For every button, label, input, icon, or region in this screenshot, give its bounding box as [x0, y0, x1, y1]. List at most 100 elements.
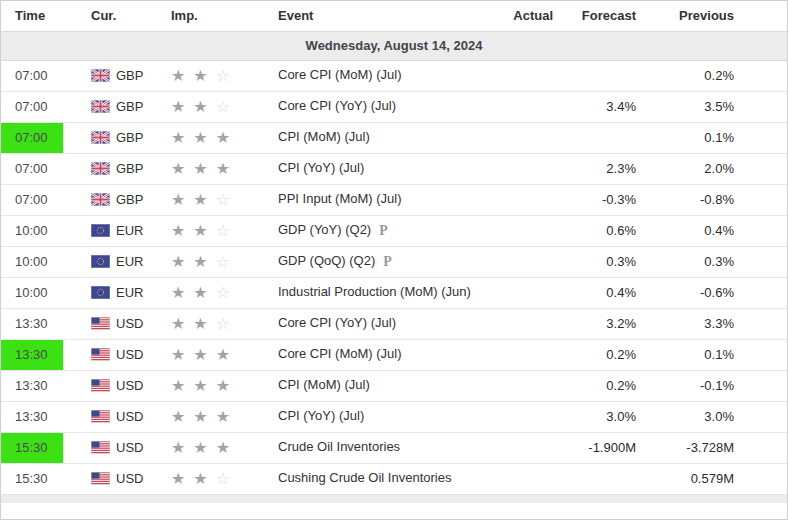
time-label: 13:30	[15, 347, 48, 362]
event-link[interactable]: Core CPI (MoM) (Jul)	[278, 66, 402, 85]
star-filled-icon: ★	[216, 377, 230, 394]
star-filled-icon: ★	[193, 67, 207, 84]
flag-gbp-icon	[91, 193, 110, 206]
table-row[interactable]: 07:00 GBP ★★☆ PPI Input (MoM) (Jul) -0.3…	[1, 184, 787, 215]
spacer-column-header	[738, 1, 787, 31]
currency-code: USD	[116, 347, 143, 362]
star-filled-icon: ★	[171, 408, 185, 425]
time-cell: 13:30	[1, 370, 81, 401]
actual-value	[481, 277, 557, 308]
preliminary-release-icon: P	[383, 254, 392, 269]
star-filled-icon: ★	[193, 408, 207, 425]
event-link[interactable]: CPI (MoM) (Jul)	[278, 376, 370, 395]
time-label: 13:30	[15, 316, 48, 331]
star-empty-icon: ☆	[216, 98, 230, 115]
flag-gbp-icon	[91, 100, 110, 113]
table-row[interactable]: 15:30 USD ★★★ Crude Oil Inventories -1.9…	[1, 432, 787, 463]
importance-stars: ★★☆	[165, 308, 270, 339]
event-link[interactable]: Core CPI (YoY) (Jul)	[278, 314, 396, 333]
time-cell: 13:30	[1, 308, 81, 339]
next-date-row-partial	[1, 494, 787, 503]
star-empty-icon: ☆	[216, 315, 230, 332]
previous-value: 0.579M	[640, 463, 738, 494]
event-link[interactable]: CPI (MoM) (Jul)	[278, 128, 370, 147]
event-link[interactable]: GDP (QoQ) (Q2)	[278, 252, 375, 271]
star-filled-icon: ★	[171, 129, 185, 146]
event-link[interactable]: GDP (YoY) (Q2)	[278, 221, 371, 240]
actual-value	[481, 122, 557, 153]
event-link[interactable]: CPI (YoY) (Jul)	[278, 159, 364, 178]
previous-value: 0.1%	[640, 339, 738, 370]
star-filled-icon: ★	[171, 191, 185, 208]
star-filled-icon: ★	[216, 439, 230, 456]
currency-code: USD	[116, 409, 143, 424]
table-row[interactable]: 10:00 EUR ★★☆ GDP (YoY) (Q2)P 0.6% 0.4%	[1, 215, 787, 246]
time-label: 13:30	[15, 409, 48, 424]
forecast-value: 2.3%	[557, 153, 640, 184]
event-cell: CPI (MoM) (Jul)	[270, 122, 481, 153]
row-spacer-cell	[738, 246, 787, 277]
star-filled-icon: ★	[171, 98, 185, 115]
table-row[interactable]: 07:00 GBP ★★★ CPI (MoM) (Jul) 0.1%	[1, 122, 787, 153]
time-cell: 13:30	[1, 339, 81, 370]
row-spacer-cell	[738, 401, 787, 432]
event-cell: Core CPI (YoY) (Jul)	[270, 91, 481, 122]
importance-stars: ★★★	[165, 401, 270, 432]
currency-cell: GBP	[81, 91, 165, 122]
row-spacer-cell	[738, 215, 787, 246]
row-spacer-cell	[738, 308, 787, 339]
previous-value: -3.728M	[640, 432, 738, 463]
currency-cell: GBP	[81, 122, 165, 153]
star-filled-icon: ★	[193, 470, 207, 487]
previous-value: -0.8%	[640, 184, 738, 215]
row-spacer-cell	[738, 463, 787, 494]
event-link[interactable]: Core CPI (MoM) (Jul)	[278, 345, 402, 364]
star-empty-icon: ☆	[216, 470, 230, 487]
currency-cell: USD	[81, 339, 165, 370]
importance-stars: ★★★	[165, 339, 270, 370]
currency-cell: GBP	[81, 60, 165, 91]
currency-code: GBP	[116, 68, 143, 83]
forecast-value	[557, 60, 640, 91]
previous-value: -0.1%	[640, 370, 738, 401]
currency-code: GBP	[116, 130, 143, 145]
flag-eur-icon	[91, 255, 110, 268]
table-row[interactable]: 13:30 USD ★★★ CPI (YoY) (Jul) 3.0% 3.0%	[1, 401, 787, 432]
event-link[interactable]: Cushing Crude Oil Inventories	[278, 469, 451, 488]
date-header-label: Wednesday, August 14, 2024	[1, 31, 787, 60]
table-row[interactable]: 13:30 USD ★★★ Core CPI (MoM) (Jul) 0.2% …	[1, 339, 787, 370]
event-cell: CPI (MoM) (Jul)	[270, 370, 481, 401]
star-filled-icon: ★	[171, 377, 185, 394]
event-cell: GDP (YoY) (Q2) P	[270, 215, 481, 246]
time-label: 07:00	[15, 161, 48, 176]
currency-cell: USD	[81, 308, 165, 339]
table-row[interactable]: 10:00 EUR ★★☆ GDP (QoQ) (Q2)P 0.3% 0.3%	[1, 246, 787, 277]
table-row[interactable]: 15:30 USD ★★☆ Cushing Crude Oil Inventor…	[1, 463, 787, 494]
event-link[interactable]: PPI Input (MoM) (Jul)	[278, 190, 402, 209]
event-link[interactable]: CPI (YoY) (Jul)	[278, 407, 364, 426]
previous-value: 3.5%	[640, 91, 738, 122]
table-row[interactable]: 10:00 EUR ★★☆ Industrial Production (MoM…	[1, 277, 787, 308]
column-header-time: Time	[1, 1, 81, 31]
star-filled-icon: ★	[171, 470, 185, 487]
star-empty-icon: ☆	[216, 284, 230, 301]
event-link[interactable]: Crude Oil Inventories	[278, 438, 400, 457]
currency-code: USD	[116, 378, 143, 393]
importance-stars: ★★★	[165, 432, 270, 463]
time-cell: 07:00	[1, 122, 81, 153]
event-link[interactable]: Industrial Production (MoM) (Jun)	[278, 283, 471, 302]
star-empty-icon: ☆	[216, 191, 230, 208]
table-row[interactable]: 07:00 GBP ★★☆ Core CPI (MoM) (Jul) 0.2%	[1, 60, 787, 91]
row-spacer-cell	[738, 60, 787, 91]
table-row[interactable]: 07:00 GBP ★★☆ Core CPI (YoY) (Jul) 3.4% …	[1, 91, 787, 122]
currency-cell: USD	[81, 432, 165, 463]
table-row[interactable]: 13:30 USD ★★☆ Core CPI (YoY) (Jul) 3.2% …	[1, 308, 787, 339]
table-row[interactable]: 13:30 USD ★★★ CPI (MoM) (Jul) 0.2% -0.1%	[1, 370, 787, 401]
table-row[interactable]: 07:00 GBP ★★★ CPI (YoY) (Jul) 2.3% 2.0%	[1, 153, 787, 184]
event-link[interactable]: Core CPI (YoY) (Jul)	[278, 97, 396, 116]
preliminary-release-icon: P	[379, 223, 388, 238]
flag-eur-icon	[91, 224, 110, 237]
actual-value	[481, 153, 557, 184]
forecast-value: 3.0%	[557, 401, 640, 432]
flag-usd-icon	[91, 317, 110, 330]
